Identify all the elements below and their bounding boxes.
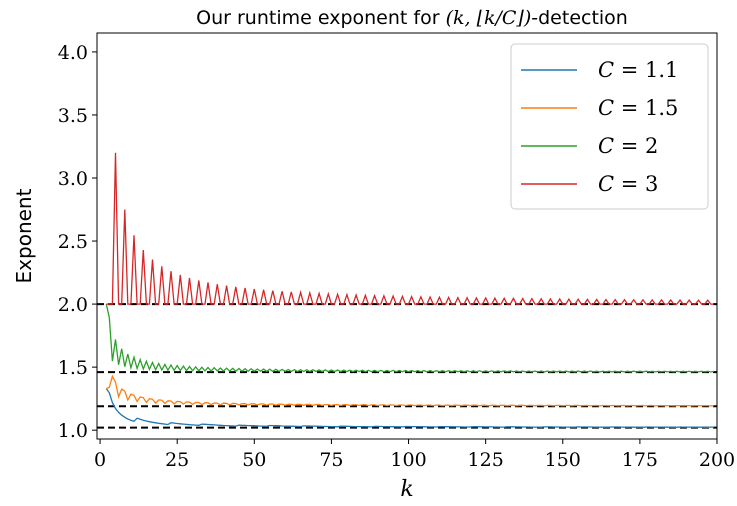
x-tick-label: 0 — [94, 449, 106, 471]
x-tick-label: 50 — [242, 449, 266, 471]
y-tick-label: 1.0 — [58, 420, 88, 442]
legend: C = 1.1 C = 1.5 C = 2 C = 3 — [510, 43, 709, 210]
series-line-2 — [106, 374, 714, 407]
x-tick-label: 75 — [319, 449, 343, 471]
chart-title-suffix: -detection — [531, 7, 628, 29]
chart-title: Our runtime exponent for (k, ⌊k/C⌋)-dete… — [196, 7, 628, 29]
y-axis-ticks: 1.0 1.5 2.0 2.5 3.0 3.5 4.0 — [58, 42, 97, 442]
reference-lines — [97, 303, 717, 429]
chart-title-math: (k, ⌊k/C⌋) — [446, 7, 532, 29]
series-line-1 — [105, 388, 714, 428]
legend-box — [510, 43, 709, 210]
y-axis-label: Exponent — [12, 188, 36, 283]
x-tick-label: 150 — [545, 449, 581, 471]
y-tick-label: 2.0 — [58, 294, 88, 316]
legend-label: C = 2 — [598, 134, 658, 158]
x-tick-label: 125 — [468, 449, 504, 471]
legend-label: C = 3 — [598, 172, 658, 196]
series-line-4 — [106, 152, 714, 305]
x-tick-label: 100 — [390, 449, 426, 471]
x-tick-label: 175 — [622, 449, 658, 471]
y-tick-label: 2.5 — [58, 231, 88, 253]
y-tick-label: 1.5 — [58, 357, 88, 379]
chart-title-prefix: Our runtime exponent for — [196, 7, 445, 29]
x-tick-label: 200 — [699, 449, 735, 471]
legend-label: C = 1.1 — [598, 58, 678, 82]
x-axis-ticks: 0 25 50 75 100 125 150 175 200 — [94, 439, 735, 471]
series-line-3 — [105, 303, 715, 373]
x-tick-label: 25 — [165, 449, 189, 471]
y-tick-label: 4.0 — [58, 42, 88, 64]
series-lines — [105, 152, 715, 428]
plot-frame — [96, 32, 718, 440]
x-axis-label: k — [400, 477, 413, 502]
y-tick-label: 3.0 — [58, 168, 88, 190]
y-tick-label: 3.5 — [58, 105, 88, 127]
legend-label: C = 1.5 — [598, 96, 678, 120]
